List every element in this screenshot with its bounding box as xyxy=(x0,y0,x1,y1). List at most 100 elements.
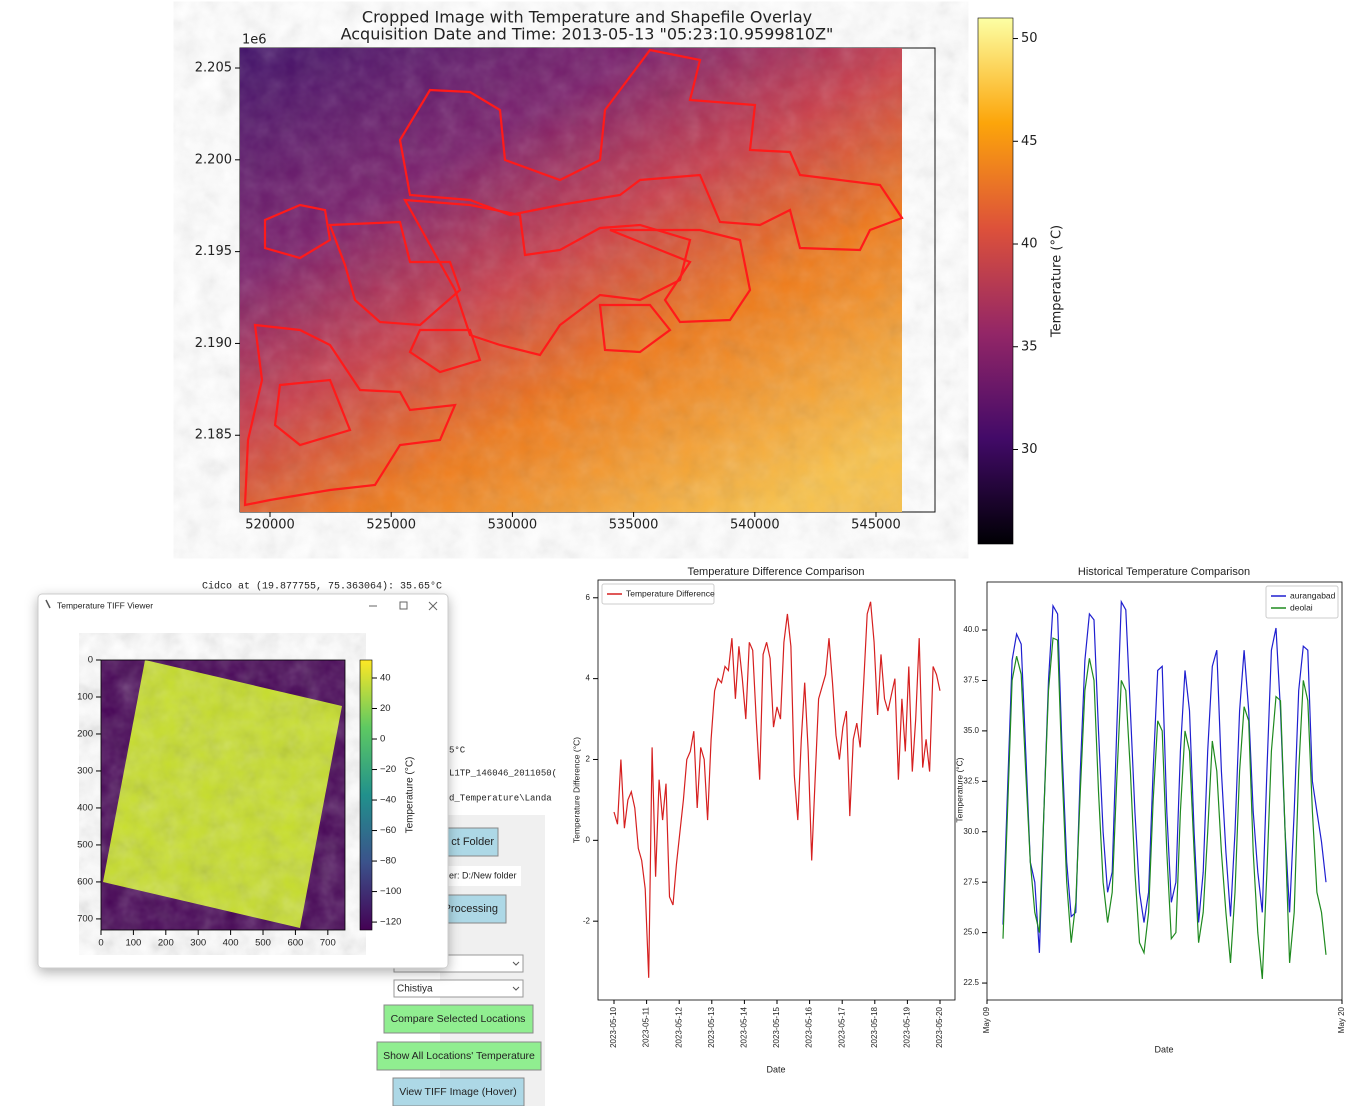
x-tick-label: 600 xyxy=(287,938,303,949)
x-tick-label: May 09 xyxy=(982,1006,991,1033)
x-tick-label: 2023-05-20 xyxy=(935,1006,944,1047)
x-tick-label: 540000 xyxy=(730,518,780,533)
x-tick-label: 2023-05-18 xyxy=(870,1006,879,1047)
button-label: ct Folder xyxy=(451,836,494,848)
screenshot: Cropped Image with Temperature and Shape… xyxy=(0,0,1353,1106)
y-tick-label: 37.5 xyxy=(963,676,979,685)
y-tick-label: 2.200 xyxy=(195,152,232,167)
y-tick-label: −80 xyxy=(380,856,396,867)
y-tick-label: 35.0 xyxy=(963,726,979,735)
map-plot: Cropped Image with Temperature and Shape… xyxy=(240,8,1065,545)
button-label: Show All Locations' Temperature xyxy=(383,1050,535,1062)
x-tick-label: 2023-05-19 xyxy=(903,1006,912,1047)
tiff-colorbar xyxy=(360,660,372,930)
page: Cropped Image with Temperature and Shape… xyxy=(0,0,1353,1106)
x-tick-label: 2023-05-16 xyxy=(805,1006,814,1047)
y-tick-label: 600 xyxy=(77,876,93,887)
y-tick-label: −20 xyxy=(380,764,396,775)
button-label: Compare Selected Locations xyxy=(391,1013,526,1025)
y-tick-label: 20 xyxy=(380,703,391,714)
y-tick-label: 32.5 xyxy=(963,776,979,785)
map-subtitle: Acquisition Date and Time: 2013-05-13 "0… xyxy=(341,25,834,44)
x-tick-label: 2023-05-12 xyxy=(674,1006,683,1047)
x-tick-label: 2023-05-13 xyxy=(707,1006,716,1047)
legend-label: aurangabad xyxy=(1290,590,1336,600)
y-tick-label: 4 xyxy=(586,674,591,683)
info-line: d_Temperature\Landa xyxy=(449,793,552,803)
x-tick-label: 2023-05-17 xyxy=(837,1006,846,1047)
chart-difference: Temperature Difference Comparison Temper… xyxy=(571,566,955,1074)
y-tick-label: 25.0 xyxy=(963,928,979,937)
y-tick-label: 400 xyxy=(77,802,93,813)
y-axis-label: Temperature Difference (°C) xyxy=(571,737,581,843)
y-tick-label: 100 xyxy=(77,692,93,703)
y-tick-label: 700 xyxy=(77,913,93,924)
y-tick-label: 40.0 xyxy=(963,625,979,634)
y-tick-label: 45 xyxy=(1021,134,1038,149)
tiff-viewer-window: Temperature TIFF Viewer Temperature (°C) xyxy=(38,594,448,968)
y-tick-label: −40 xyxy=(380,795,396,806)
status-line: Cidco at (19.877755, 75.363064): 35.65°C xyxy=(202,581,442,593)
y-tick-label: 22.5 xyxy=(963,978,979,987)
y-tick-label: 35 xyxy=(1021,339,1038,354)
x-tick-label: 545000 xyxy=(851,518,901,533)
y-tick-label: 40 xyxy=(1021,237,1038,252)
y-tick-label: 0 xyxy=(88,655,93,666)
y-tick-label: 2.195 xyxy=(195,244,232,259)
x-tick-label: 525000 xyxy=(366,518,416,533)
y-tick-label: 30.0 xyxy=(963,827,979,836)
map-colorbar xyxy=(978,18,1013,544)
x-tick-label: 2023-05-14 xyxy=(740,1006,749,1047)
y-tick-label: 0 xyxy=(380,734,385,745)
y-offset-label: 1e6 xyxy=(242,33,267,48)
y-tick-label: 40 xyxy=(380,673,391,684)
x-tick-label: 530000 xyxy=(488,518,538,533)
raster-texture xyxy=(240,48,902,512)
button-label: Processing xyxy=(444,903,498,915)
colorbar-label: Temperature (°C) xyxy=(405,757,416,834)
y-tick-label: 27.5 xyxy=(963,877,979,886)
y-tick-label: 2 xyxy=(586,755,591,764)
y-tick-label: 30 xyxy=(1021,442,1038,457)
y-tick-label: −60 xyxy=(380,825,396,836)
y-tick-label: 300 xyxy=(77,765,93,776)
y-axis-label: Temperature (°C) xyxy=(954,757,964,822)
dropdown-value: Chistiya xyxy=(397,984,433,995)
tiff-texture xyxy=(103,660,342,928)
info-line: 5°C xyxy=(449,745,466,755)
y-tick-label: 0 xyxy=(586,835,591,844)
legend-label: Temperature Difference xyxy=(626,588,715,598)
x-axis-label: Date xyxy=(1154,1044,1173,1054)
y-tick-label: 6 xyxy=(586,593,591,602)
x-tick-label: 2023-05-11 xyxy=(642,1006,651,1047)
x-tick-label: 100 xyxy=(125,938,141,949)
x-tick-label: 520000 xyxy=(245,518,295,533)
chart-title: Historical Temperature Comparison xyxy=(1078,566,1250,578)
x-tick-label: 700 xyxy=(320,938,336,949)
y-tick-label: 2.205 xyxy=(195,61,232,76)
x-tick-label: 400 xyxy=(223,938,239,949)
x-tick-label: 0 xyxy=(98,938,103,949)
y-tick-label: −100 xyxy=(380,886,401,897)
x-tick-label: May 20 xyxy=(1337,1006,1346,1033)
colorbar-label: Temperature (°C) xyxy=(1050,225,1065,338)
y-tick-label: 200 xyxy=(77,728,93,739)
x-tick-label: 535000 xyxy=(609,518,659,533)
legend-label: deolai xyxy=(1290,602,1313,612)
y-tick-label: 2.190 xyxy=(195,336,232,351)
window-title: Temperature TIFF Viewer xyxy=(57,600,153,610)
x-tick-label: 2023-05-15 xyxy=(772,1006,781,1047)
x-tick-label: 300 xyxy=(190,938,206,949)
y-tick-label: 50 xyxy=(1021,31,1038,46)
x-tick-label: 2023-05-10 xyxy=(609,1006,618,1047)
x-tick-label: 200 xyxy=(158,938,174,949)
y-tick-label: 2.185 xyxy=(195,428,232,443)
button-label: View TIFF Image (Hover) xyxy=(399,1086,516,1098)
y-tick-label: −120 xyxy=(380,917,401,928)
y-tick-label: 500 xyxy=(77,839,93,850)
x-tick-label: 500 xyxy=(255,938,271,949)
info-line: L1TP_146046_2011050( xyxy=(449,768,557,778)
x-axis-label: Date xyxy=(766,1064,785,1074)
y-tick-label: -2 xyxy=(583,916,591,925)
folder-label: der: D:/New folder xyxy=(444,870,517,880)
